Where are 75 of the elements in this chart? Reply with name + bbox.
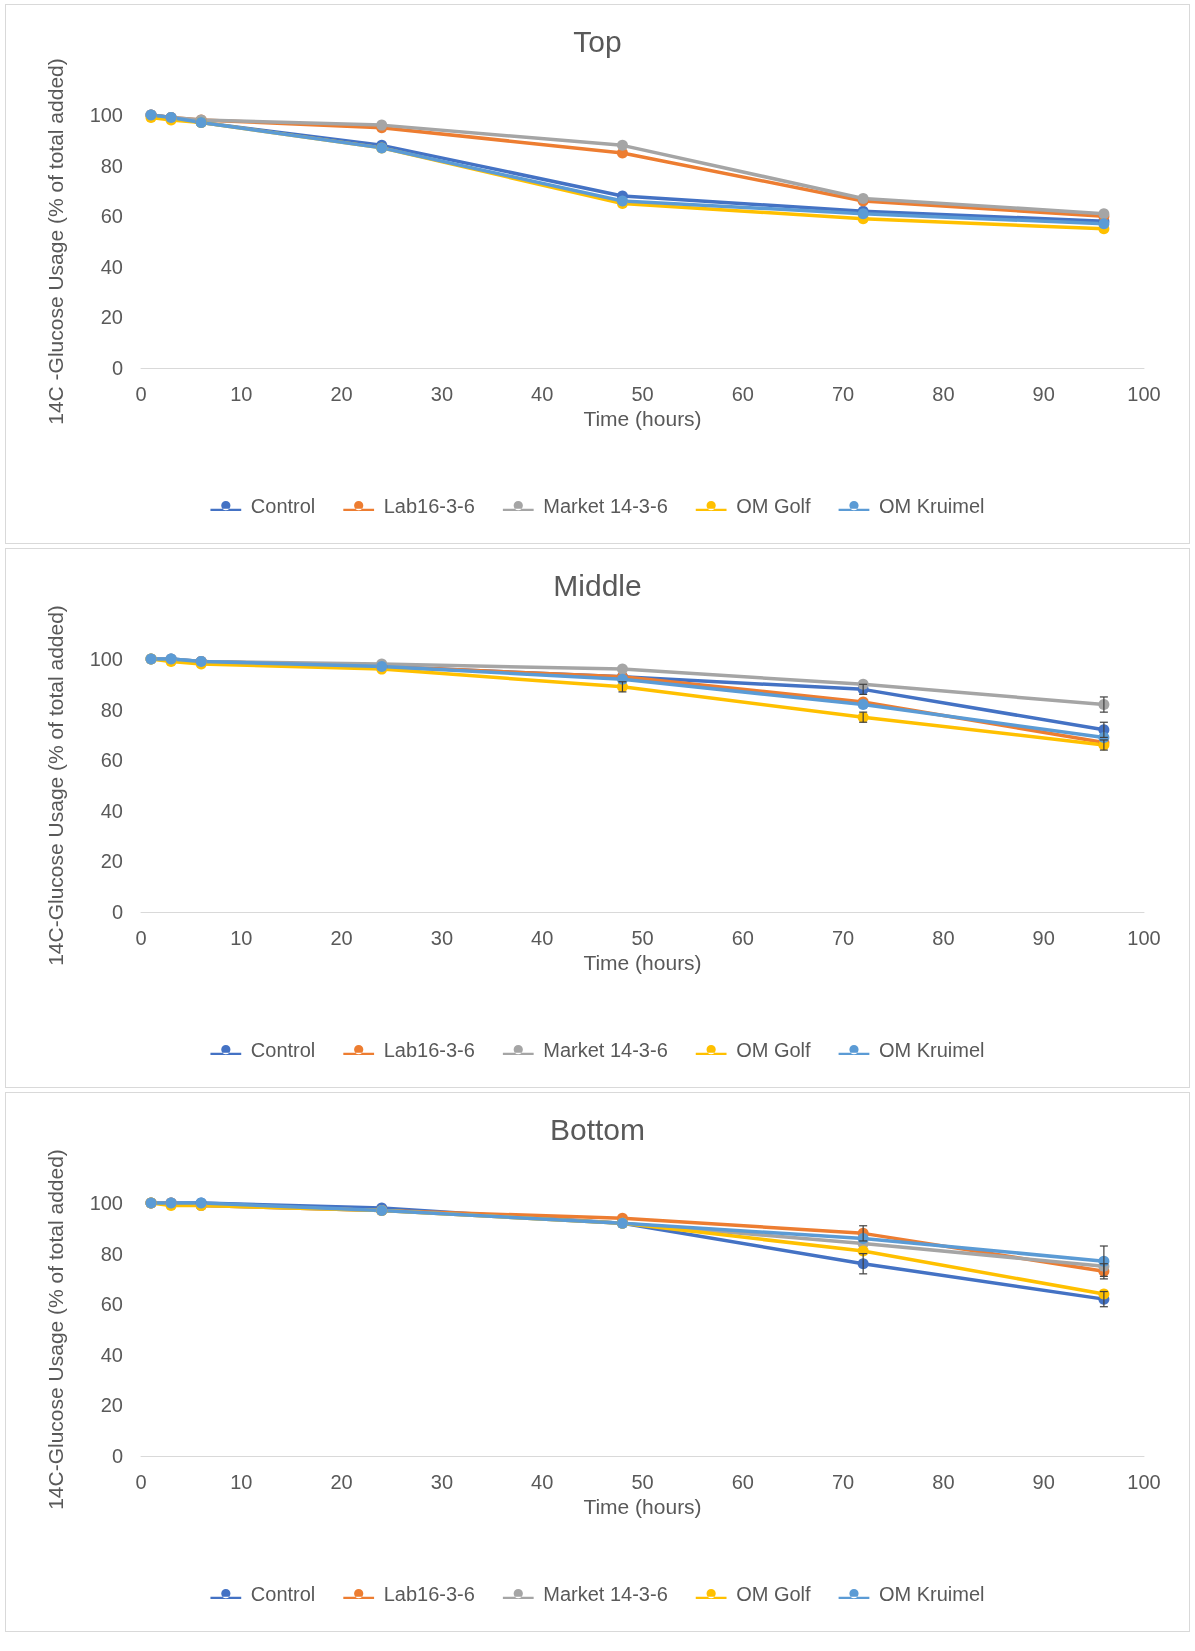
x-tick-label: 10 [230,383,253,405]
x-tick-label: 100 [1127,1471,1161,1493]
legend-label: Market 14-3-6 [543,1583,668,1605]
y-tick-label: 80 [100,698,123,721]
x-tick-label: 80 [932,927,955,949]
x-axis-title: Time (hours) [583,1495,702,1518]
x-tick-label: 60 [731,383,754,405]
chart-title: Bottom [549,1112,646,1146]
y-tick-label: 20 [100,850,123,873]
chart-title: Top [573,24,622,58]
x-tick-label: 80 [932,383,955,405]
y-tick-label: 40 [100,255,123,278]
y-tick-label: 0 [111,1445,123,1467]
y-tick-label: 100 [89,104,123,126]
x-tick-label: 30 [430,1471,454,1493]
y-tick-label: 20 [100,306,123,329]
x-tick-label: 20 [330,383,353,405]
y-tick-label: 80 [100,1242,123,1265]
y-tick-label: 60 [100,205,123,228]
legend-label: Market 14-3-6 [543,495,668,517]
y-tick-label: 60 [100,749,123,772]
legend-label: Control [250,495,316,517]
x-tick-label: 20 [330,1471,353,1493]
x-tick-label: 10 [230,927,253,949]
legend-label: Market 14-3-6 [543,1039,668,1061]
x-tick-label: 40 [531,383,554,405]
x-tick-label: 40 [531,927,554,949]
y-tick-label: 80 [100,154,123,177]
x-tick-label: 10 [230,1471,253,1493]
x-tick-label: 70 [831,927,855,949]
x-axis-title: Time (hours) [583,407,702,430]
x-tick-label: 60 [731,1471,754,1493]
x-tick-label: 70 [831,1471,855,1493]
y-axis-title: 14C -Glucose Usage (% of total added) [44,58,67,425]
legend-label: Control [250,1583,316,1605]
x-tick-label: 70 [831,383,855,405]
x-tick-label: 0 [135,1471,147,1493]
legend-label: OM Kruimel [878,1583,985,1605]
legend-label: OM Kruimel [878,495,985,517]
y-tick-label: 100 [89,1192,123,1214]
x-tick-label: 100 [1127,927,1161,949]
legend-label: OM Golf [736,1039,812,1061]
legend-label: Lab16-3-6 [383,1039,475,1061]
x-tick-label: 90 [1032,383,1055,405]
y-tick-label: 60 [100,1293,123,1316]
y-axis-title: 14C-Glucose Usage (% of total added) [44,605,67,966]
x-tick-label: 80 [932,1471,955,1493]
legend-label: Control [250,1039,316,1061]
y-tick-label: 100 [89,648,123,670]
x-tick-label: 0 [135,383,147,405]
x-tick-label: 100 [1127,383,1161,405]
x-tick-label: 50 [631,383,654,405]
chart-title: Middle [553,568,642,602]
x-tick-label: 20 [330,927,353,949]
y-tick-label: 0 [111,357,123,379]
x-tick-label: 90 [1032,927,1055,949]
legend-label: Lab16-3-6 [383,495,475,517]
y-tick-label: 20 [100,1394,123,1417]
x-tick-label: 30 [430,383,454,405]
x-tick-label: 30 [430,927,454,949]
y-axis-title: 14C-Glucose Usage (% of total added) [44,1149,67,1510]
legend-label: Lab16-3-6 [383,1583,475,1605]
x-tick-label: 50 [631,927,654,949]
x-tick-label: 90 [1032,1471,1055,1493]
legend-label: OM Golf [736,495,812,517]
y-tick-label: 40 [100,799,123,822]
legend-label: OM Kruimel [878,1039,985,1061]
x-tick-label: 0 [135,927,147,949]
x-tick-label: 60 [731,927,754,949]
legend-label: OM Golf [736,1583,812,1605]
x-axis-title: Time (hours) [583,951,702,974]
y-tick-label: 40 [100,1343,123,1366]
x-tick-label: 40 [531,1471,554,1493]
y-tick-label: 0 [111,901,123,923]
x-tick-label: 50 [631,1471,654,1493]
